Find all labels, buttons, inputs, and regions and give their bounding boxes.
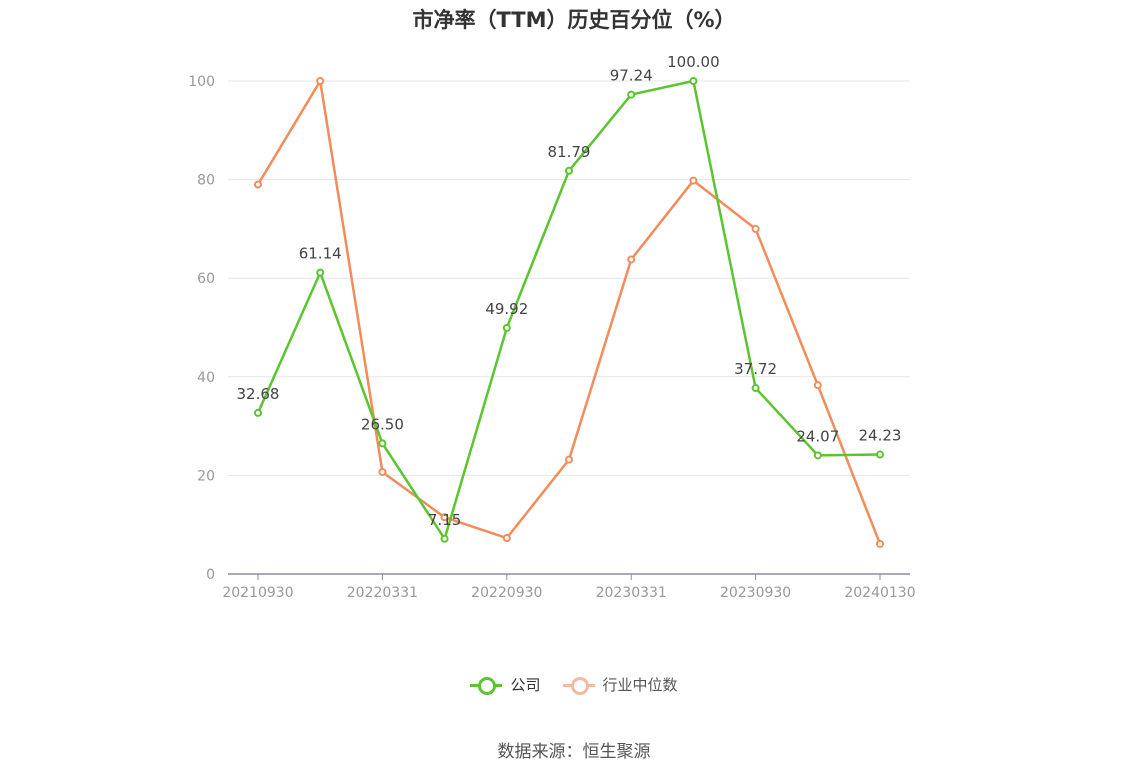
data-point-company — [565, 166, 573, 175]
series-lines — [254, 77, 884, 548]
source-note: 数据来源：恒生聚源 — [497, 742, 651, 762]
x-tick-label: 20230331 — [596, 585, 667, 601]
data-point-industry-median — [565, 455, 573, 464]
data-label-company: 97.24 — [610, 67, 653, 85]
data-point-industry-median — [316, 77, 325, 85]
data-point-industry-median — [502, 534, 511, 543]
data-point-company — [440, 534, 449, 543]
data-point-industry-median — [813, 381, 822, 390]
data-point-company — [689, 77, 698, 85]
data-label-company: 24.07 — [796, 427, 839, 445]
y-tick-label: 20 — [197, 468, 215, 484]
data-label-company: 100.00 — [667, 53, 720, 71]
y-tick-label: 0 — [206, 567, 215, 583]
y-tick-label: 40 — [197, 370, 215, 386]
data-point-industry-median — [876, 539, 884, 548]
legend: 公司 行业中位数 — [0, 674, 1148, 695]
grid-lines — [228, 80, 910, 476]
data-point-industry-median — [254, 180, 262, 189]
data-label-company: 49.92 — [485, 300, 528, 318]
data-label-company: 81.79 — [548, 143, 591, 161]
data-point-industry-median — [689, 176, 698, 185]
data-labels: 32.68 61.14 26.50 7.15 49.92 81.79 97.24 100.00… — [237, 53, 902, 529]
legend-marker-company-icon — [470, 675, 503, 695]
data-point-company — [378, 439, 387, 448]
axes: 0 20 40 60 80 100 20210930 20220331 20220930 2023… — [188, 74, 915, 601]
y-tick-label: 100 — [188, 74, 215, 90]
data-point-industry-median — [440, 513, 449, 522]
data-point-company — [316, 268, 325, 277]
data-label-company: 32.68 — [237, 385, 280, 403]
y-tick-label: 80 — [197, 173, 215, 189]
x-tick-label: 20230930 — [720, 585, 791, 601]
data-point-company — [627, 90, 636, 99]
legend-label-company: 公司 — [510, 676, 541, 694]
x-tick-label: 20220930 — [471, 585, 542, 601]
x-tick-label: 20220331 — [347, 585, 418, 601]
data-point-company — [813, 451, 822, 460]
data-point-company — [502, 323, 511, 332]
chart-title: 市净率（TTM）历史百分位（%） — [412, 8, 736, 32]
legend-item-industry-median[interactable]: 行业中位数 — [562, 674, 678, 695]
data-point-company — [254, 408, 262, 417]
data-point-industry-median — [378, 467, 387, 476]
data-label-company: 26.50 — [361, 415, 404, 433]
data-label-company: 24.23 — [859, 427, 902, 445]
data-point-company — [876, 450, 884, 459]
data-point-company — [751, 384, 760, 393]
legend-label-industry-median: 行业中位数 — [602, 676, 678, 694]
data-point-industry-median — [627, 255, 636, 264]
data-label-company: 37.72 — [734, 360, 777, 378]
x-tick-label: 20210930 — [222, 585, 293, 601]
data-point-industry-median — [751, 224, 760, 233]
data-label-company: 7.15 — [428, 511, 461, 529]
legend-item-company[interactable]: 公司 — [470, 674, 541, 695]
legend-marker-industry-median-icon — [562, 675, 595, 695]
data-label-company: 61.14 — [299, 245, 342, 263]
y-tick-label: 60 — [197, 271, 215, 287]
x-tick-label: 20240130 — [844, 585, 915, 601]
